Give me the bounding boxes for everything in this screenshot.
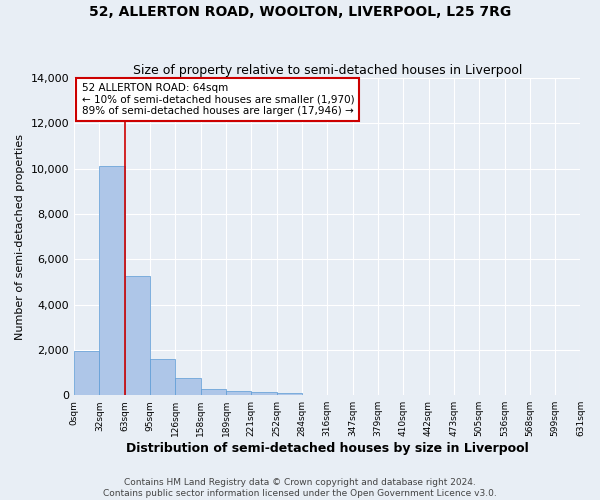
Bar — [100, 166, 125, 395]
Text: 52, ALLERTON ROAD, WOOLTON, LIVERPOOL, L25 7RG: 52, ALLERTON ROAD, WOOLTON, LIVERPOOL, L… — [89, 5, 511, 19]
Bar — [74, 351, 100, 395]
X-axis label: Distribution of semi-detached houses by size in Liverpool: Distribution of semi-detached houses by … — [126, 442, 529, 455]
Bar — [277, 393, 302, 395]
Bar — [226, 391, 251, 395]
Bar — [150, 360, 175, 395]
Bar — [251, 392, 277, 395]
Title: Size of property relative to semi-detached houses in Liverpool: Size of property relative to semi-detach… — [133, 64, 522, 77]
Bar — [200, 389, 226, 395]
Bar — [175, 378, 200, 395]
Bar — [125, 276, 150, 395]
Text: 52 ALLERTON ROAD: 64sqm
← 10% of semi-detached houses are smaller (1,970)
89% of: 52 ALLERTON ROAD: 64sqm ← 10% of semi-de… — [82, 83, 354, 116]
Text: Contains HM Land Registry data © Crown copyright and database right 2024.
Contai: Contains HM Land Registry data © Crown c… — [103, 478, 497, 498]
Y-axis label: Number of semi-detached properties: Number of semi-detached properties — [15, 134, 25, 340]
